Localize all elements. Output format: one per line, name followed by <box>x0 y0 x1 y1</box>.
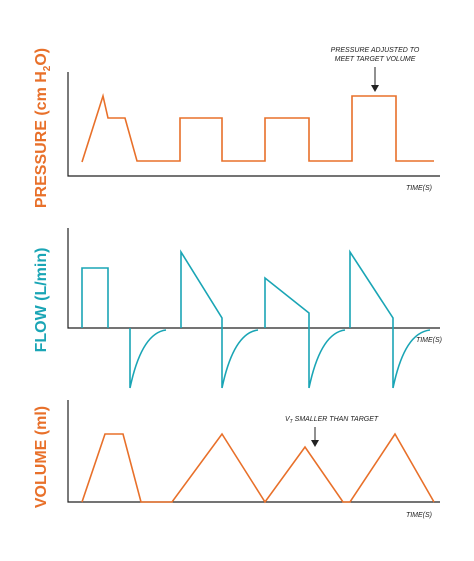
volume-wave <box>81 432 435 504</box>
annotation-text: V <box>285 416 291 423</box>
pressure-wave <box>81 92 434 163</box>
axis-label: TIME(S) <box>406 512 432 519</box>
pressure-panel: PRESSURE (cm H2O) PRESSURE ADJUSTED TO M… <box>33 47 440 208</box>
axis-label: TIME(S) <box>406 185 432 192</box>
arrow-head <box>311 440 319 447</box>
volume-panel: VOLUME (ml) VT SMALLER THAN TARGET TIME(… <box>33 400 440 519</box>
flow-panel: FLOW (L/min) TIME(S) <box>33 228 442 389</box>
panel-label: FLOW (L/min) <box>33 248 50 353</box>
annotation-sub: T <box>290 419 294 425</box>
flow-wave <box>81 249 431 389</box>
annotation-text: SMALLER THAN TARGET <box>293 416 379 423</box>
panel-label: VOLUME (ml) <box>33 406 50 508</box>
axis <box>67 228 440 329</box>
annotation: PRESSURE ADJUSTED TO <box>331 47 420 54</box>
label-text: PRESSURE (cm H <box>33 71 50 208</box>
axis <box>67 400 440 503</box>
annotation: VT SMALLER THAN TARGET <box>285 416 379 425</box>
label-text: O) <box>33 48 50 66</box>
axis-label: TIME(S) <box>416 337 442 344</box>
annotation: MEET TARGET VOLUME <box>335 56 416 63</box>
arrow-head <box>371 85 379 92</box>
panel-label: PRESSURE (cm H2O) <box>33 48 53 208</box>
label-sub: 2 <box>42 65 53 71</box>
axis <box>67 72 440 177</box>
